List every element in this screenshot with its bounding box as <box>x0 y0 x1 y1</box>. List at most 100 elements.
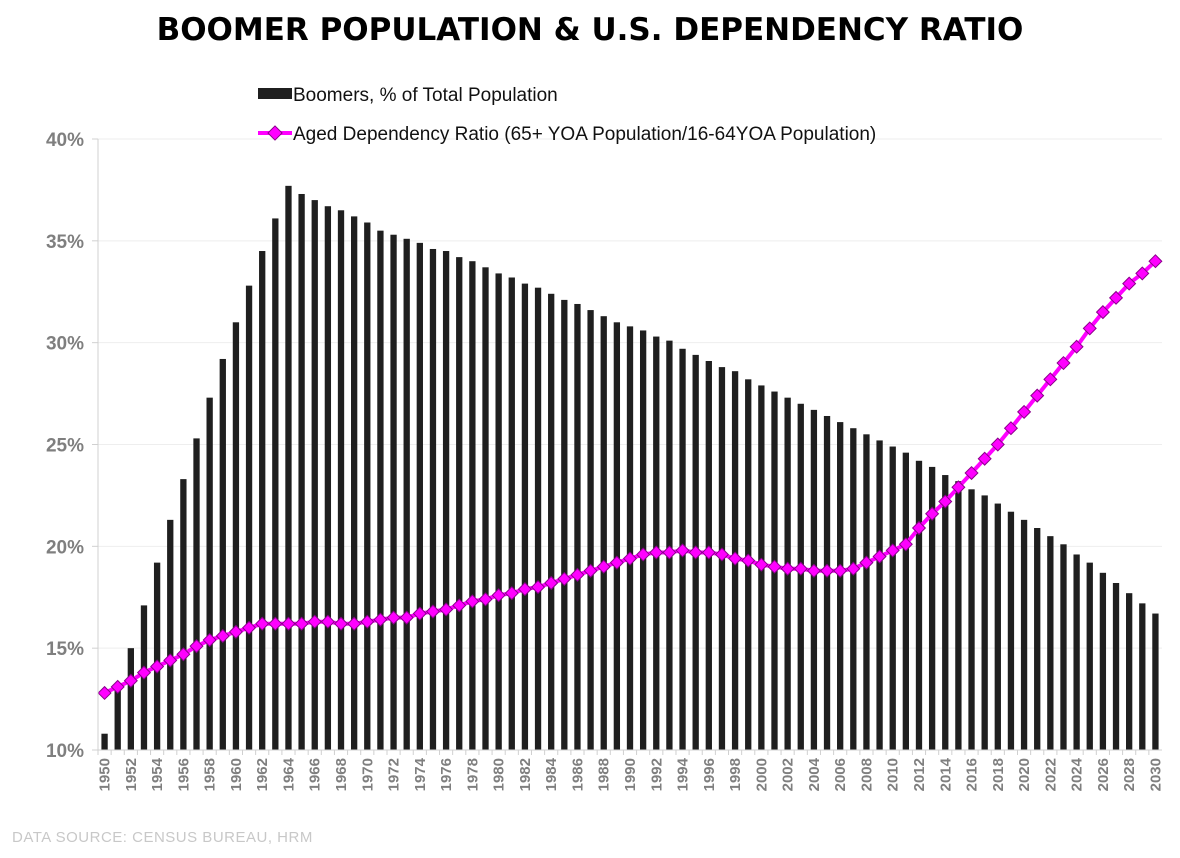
line-point <box>333 616 349 631</box>
line-point <box>491 588 506 603</box>
x-tick-label: 2004 <box>806 757 823 791</box>
bar <box>521 283 529 750</box>
bar <box>1020 519 1028 750</box>
line-point <box>268 616 283 631</box>
x-tick-label: 2020 <box>1016 758 1033 791</box>
x-tick-label: 2012 <box>911 758 928 791</box>
line-point <box>373 612 388 627</box>
bar <box>153 562 161 750</box>
line-point <box>202 632 217 648</box>
x-tick-label: 1992 <box>648 758 665 791</box>
x-tick-label: 1986 <box>569 758 586 791</box>
bar <box>810 409 818 750</box>
y-tick-label: 40% <box>46 130 84 151</box>
bar <box>298 193 305 751</box>
bar <box>889 446 896 750</box>
line-point <box>649 545 664 560</box>
bar <box>311 200 318 751</box>
line-point <box>925 506 940 521</box>
line-point <box>176 647 191 662</box>
bar <box>442 251 450 750</box>
line-point <box>1148 254 1163 269</box>
line-point <box>1017 404 1032 419</box>
line-point <box>688 545 703 560</box>
bar <box>639 330 647 750</box>
bar <box>416 242 423 750</box>
line-point <box>399 610 414 625</box>
line-point <box>662 545 677 560</box>
bar <box>613 322 621 750</box>
line-point <box>228 624 243 639</box>
bar <box>180 479 187 750</box>
bar <box>823 415 831 750</box>
line-point <box>530 579 546 595</box>
y-tick-label: 25% <box>46 436 84 457</box>
legend-swatch-bar <box>258 88 292 99</box>
bar <box>403 238 410 750</box>
y-tick-label: 30% <box>46 334 84 355</box>
line-point <box>320 614 335 629</box>
line-point <box>806 563 821 578</box>
line-point <box>255 616 270 631</box>
bar <box>469 261 476 750</box>
line-point <box>123 673 138 688</box>
bar <box>429 248 437 751</box>
x-tick-label: 1976 <box>438 758 455 791</box>
line-point <box>741 553 756 568</box>
line-point <box>990 437 1005 452</box>
line-point <box>596 559 611 574</box>
line-point <box>294 616 309 631</box>
bar <box>1034 528 1041 750</box>
bar <box>482 267 489 750</box>
line-point <box>1003 421 1019 436</box>
line-point <box>911 520 927 536</box>
line-point <box>307 614 322 629</box>
bar <box>456 257 463 750</box>
x-tick-label: 1980 <box>491 758 508 791</box>
legend-item-boomers: Boomers, % of Total Population <box>258 85 558 106</box>
x-tick-label: 1994 <box>675 757 692 791</box>
line-point <box>150 659 165 674</box>
x-tick-label: 1988 <box>596 758 613 791</box>
line-point <box>557 571 572 586</box>
x-tick-label: 1996 <box>701 758 718 791</box>
line-point <box>701 545 716 560</box>
line-point <box>163 653 178 668</box>
line-point <box>846 561 861 576</box>
bar <box>561 299 568 750</box>
x-tick-label: 1972 <box>386 758 403 791</box>
line-point <box>898 537 913 552</box>
line-point <box>780 561 795 576</box>
bar <box>377 230 384 750</box>
bar <box>666 340 673 750</box>
line-point <box>1122 276 1137 291</box>
bar <box>600 316 607 750</box>
x-tick-label: 1982 <box>517 758 534 791</box>
line-point <box>465 594 480 609</box>
line-point <box>767 559 782 574</box>
x-tick-label: 1956 <box>175 758 192 791</box>
line-series-dependency-ratio <box>97 254 1163 701</box>
line-point <box>136 665 152 680</box>
x-tick-label: 2024 <box>1069 757 1086 791</box>
line-point <box>1030 388 1045 403</box>
x-tick-label: 2002 <box>780 758 797 791</box>
bar <box>850 428 857 750</box>
line-point <box>504 586 519 601</box>
bar <box>206 397 213 750</box>
y-tick-label: 35% <box>46 232 84 253</box>
bar <box>272 218 279 750</box>
bar <box>1086 562 1093 750</box>
line-point <box>938 494 953 509</box>
bar <box>626 326 634 750</box>
bar <box>193 438 200 750</box>
line-point <box>425 604 441 619</box>
bar <box>1152 613 1159 750</box>
line-point <box>452 598 467 613</box>
line-point <box>793 561 808 576</box>
bar <box>653 336 660 750</box>
line-point <box>1095 305 1110 320</box>
bar-series-boomers <box>101 185 1159 751</box>
bar <box>324 206 332 750</box>
